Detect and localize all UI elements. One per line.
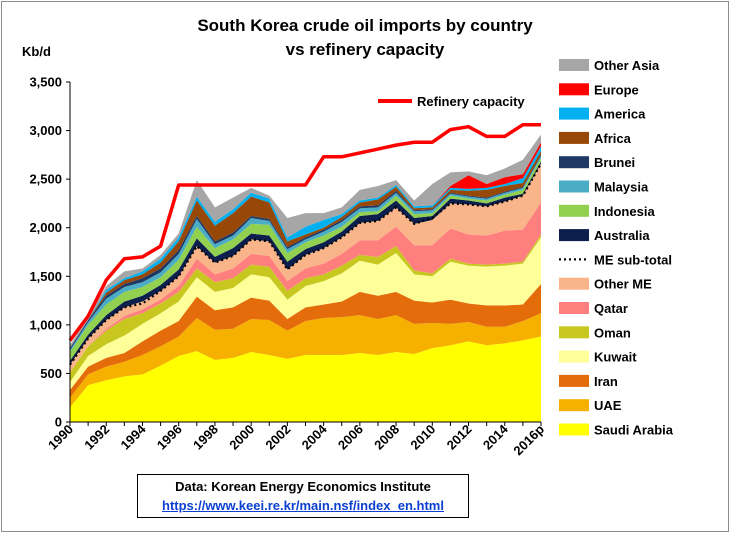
x-tick-label: 2008: [371, 422, 402, 453]
legend-swatch-africa: [559, 131, 589, 144]
x-tick-label: 1996: [154, 422, 185, 453]
y-tick-label: 3,500: [29, 75, 62, 90]
legend-swatch-other-asia: [559, 59, 589, 71]
x-tick-label: 2012: [444, 422, 475, 453]
y-tick-label: 2,500: [29, 172, 62, 187]
area-uae: [70, 313, 541, 408]
legend-label-australia: Australia: [594, 228, 650, 243]
legend-label-africa: Africa: [594, 131, 632, 146]
legend-label-kuwait: Kuwait: [594, 350, 637, 365]
legend-swatch-iran: [559, 374, 589, 387]
x-tick-label: 1992: [81, 422, 112, 453]
legend-label-other-me: Other ME: [594, 277, 652, 292]
legend-label-saudi-arabia: Saudi Arabia: [594, 423, 674, 438]
legend-swatch-kuwait: [559, 350, 589, 363]
legend-label-europe: Europe: [594, 82, 639, 97]
legend-swatch-uae: [559, 399, 589, 412]
x-tick-label: 2004: [299, 421, 331, 453]
source-link[interactable]: https://www.keei.re.kr/main.nsf/index_en…: [162, 498, 444, 513]
legend-label-qatar: Qatar: [594, 301, 628, 316]
x-tick-label: 2010: [407, 422, 438, 453]
x-tick-label: 1994: [118, 421, 150, 453]
legend-swatch-indonesia: [559, 204, 589, 217]
legend-swatch-qatar: [559, 302, 589, 314]
legend-label-uae: UAE: [594, 398, 622, 413]
source-text: Data: Korean Energy Economics Institute: [175, 479, 431, 494]
x-tick-label: 2006: [335, 422, 366, 453]
y-tick-label: 3,000: [29, 123, 62, 138]
refinery-legend-label: Refinery capacity: [417, 94, 525, 109]
area-oman: [70, 234, 541, 383]
y-tick-label: 1,500: [29, 269, 62, 284]
area-kuwait: [70, 237, 541, 390]
legend-swatch-europe: [559, 83, 589, 96]
source-box: Data: Korean Energy Economics Institute …: [137, 474, 469, 518]
legend-label-other-asia: Other Asia: [594, 58, 660, 73]
y-axis-unit: Kb/d: [22, 44, 51, 59]
chart-title: South Korea crude oil imports by country…: [197, 16, 533, 59]
y-tick-label: 500: [40, 366, 62, 381]
legend-label-america: America: [594, 107, 646, 122]
legend-swatch-other-me: [559, 277, 589, 290]
legend-label-indonesia: Indonesia: [594, 204, 655, 219]
legend-label-brunei: Brunei: [594, 155, 635, 170]
legend-label-oman: Oman: [594, 325, 631, 340]
x-tick-label: 2016p: [510, 421, 547, 458]
line-me-sub-total: [69, 163, 542, 366]
legend-swatch-saudi-arabia: [559, 423, 589, 436]
x-tick-label: 1990: [45, 422, 76, 453]
legend-label-malaysia: Malaysia: [594, 180, 649, 195]
legend-swatch-brunei: [559, 156, 589, 169]
y-tick-label: 1,000: [29, 317, 62, 332]
legend-swatch-australia: [559, 229, 589, 242]
x-tick-label: 2000: [226, 422, 257, 453]
area-iran: [70, 284, 541, 398]
y-tick-label: 0: [55, 415, 62, 430]
line-refinery-capacity: [68, 122, 541, 342]
x-tick-label: 1998: [190, 422, 221, 453]
legend-swatch-malaysia: [559, 180, 589, 193]
legend-swatch-oman: [559, 326, 589, 339]
x-tick-label: 2014: [480, 421, 512, 453]
x-tick-label: 2002: [262, 422, 293, 453]
area-saudi-arabia: [70, 336, 541, 422]
legend-swatch-america: [559, 107, 589, 120]
area-other-me: [70, 163, 541, 373]
legend-label-iran: Iran: [594, 374, 618, 389]
legend-label-me-sub-total: ME sub-total: [594, 252, 672, 267]
y-tick-label: 2,000: [29, 220, 62, 235]
